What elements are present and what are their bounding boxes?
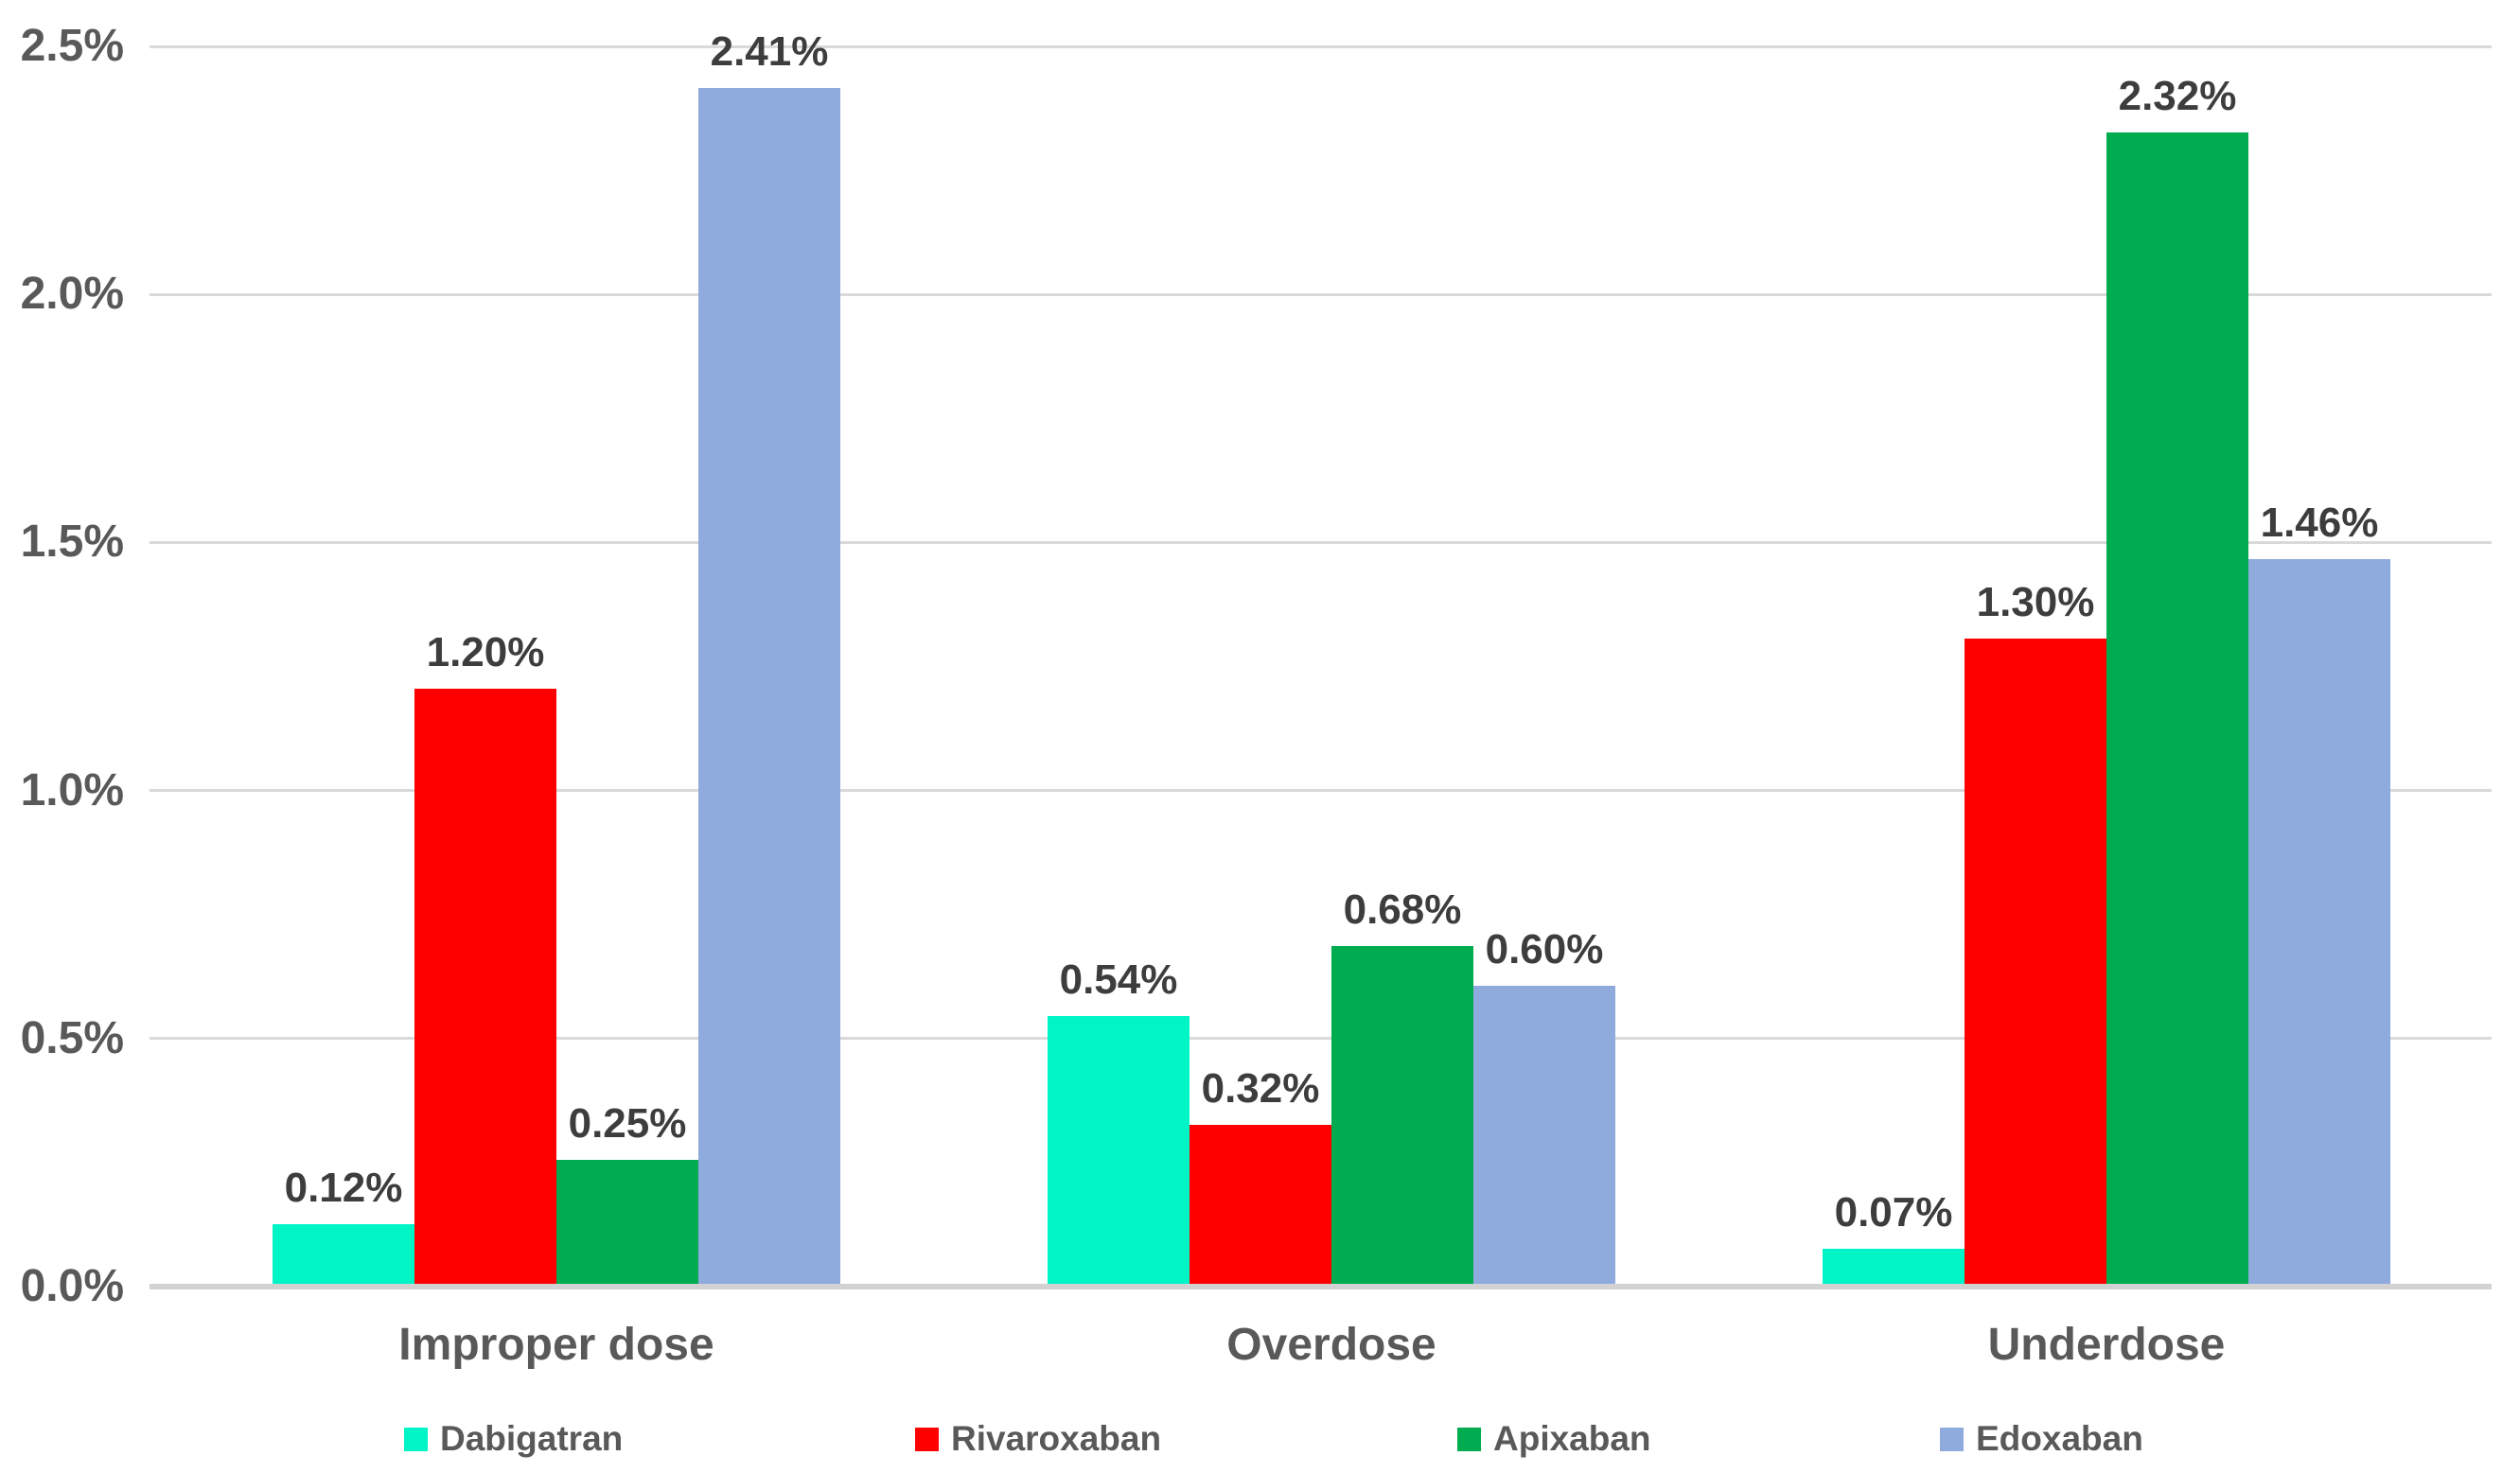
bar-dabigatran-overdose <box>1048 1015 1190 1284</box>
x-axis-line <box>150 1284 2492 1289</box>
y-tick-label-0-0-: 0.0% <box>20 1261 124 1311</box>
legend-item-edoxaban: Edoxaban <box>1940 1417 2143 1461</box>
legend-label-dabigatran: Dabigatran <box>440 1419 624 1458</box>
bar-dabigatran-underdose <box>1823 1249 1965 1284</box>
bar-rivaroxaban-overdose <box>1190 1125 1331 1284</box>
legend-label-edoxaban: Edoxaban <box>1976 1419 2143 1458</box>
x-axis-label-overdose: Overdose <box>1226 1320 1436 1370</box>
value-label-apixaban-improper-dose: 0.25% <box>568 1099 687 1147</box>
bar-apixaban-underdose <box>2106 132 2248 1284</box>
x-axis-label-improper-dose: Improper dose <box>398 1320 714 1370</box>
value-label-dabigatran-underdose: 0.07% <box>1834 1189 1953 1236</box>
legend-item-apixaban: Apixaban <box>1457 1417 1651 1461</box>
value-label-apixaban-underdose: 2.32% <box>2118 73 2237 120</box>
y-tick-label-1-0-: 1.0% <box>20 764 124 815</box>
y-tick-label-2-5-: 2.5% <box>20 21 124 71</box>
bar-dabigatran-improper-dose <box>273 1224 414 1284</box>
value-label-edoxaban-improper-dose: 2.41% <box>710 28 829 76</box>
legend-swatch-dabigatran <box>404 1427 428 1451</box>
y-tick-label-1-5-: 1.5% <box>20 517 124 568</box>
gridline-1.5pct <box>150 540 2492 544</box>
legend-swatch-edoxaban <box>1940 1427 1964 1451</box>
gridline-1.0pct <box>150 789 2492 793</box>
bar-apixaban-overdose <box>1331 946 1473 1284</box>
bar-apixaban-improper-dose <box>556 1159 698 1284</box>
bar-rivaroxaban-underdose <box>1965 639 2106 1284</box>
legend-item-rivaroxaban: Rivaroxaban <box>915 1417 1161 1461</box>
legend-label-apixaban: Apixaban <box>1493 1419 1651 1458</box>
value-label-apixaban-overdose: 0.68% <box>1343 886 1462 934</box>
gridline-0.5pct <box>150 1037 2492 1041</box>
bar-edoxaban-underdose <box>2248 559 2390 1284</box>
value-label-rivaroxaban-improper-dose: 1.20% <box>426 628 545 675</box>
x-axis-label-underdose: Underdose <box>1987 1320 2226 1370</box>
bar-rivaroxaban-improper-dose <box>414 688 556 1284</box>
legend-swatch-apixaban <box>1457 1427 1481 1451</box>
legend-label-rivaroxaban: Rivaroxaban <box>951 1419 1162 1458</box>
y-tick-label-0-5-: 0.5% <box>20 1012 124 1063</box>
value-label-edoxaban-overdose: 0.60% <box>1485 926 1604 973</box>
value-label-dabigatran-overdose: 0.54% <box>1059 956 1178 1003</box>
value-label-edoxaban-underdose: 1.46% <box>2260 500 2379 547</box>
value-label-rivaroxaban-overdose: 0.32% <box>1201 1065 1320 1113</box>
y-tick-label-2-0-: 2.0% <box>20 269 124 320</box>
bar-edoxaban-improper-dose <box>698 88 840 1284</box>
gridline-2.5pct <box>150 44 2492 48</box>
legend-item-dabigatran: Dabigatran <box>404 1417 623 1461</box>
value-label-dabigatran-improper-dose: 0.12% <box>284 1165 403 1212</box>
value-label-rivaroxaban-underdose: 1.30% <box>1976 579 2095 626</box>
gridline-2.0pct <box>150 292 2492 296</box>
legend-swatch-rivaroxaban <box>915 1427 939 1451</box>
bar-edoxaban-overdose <box>1473 986 1615 1284</box>
